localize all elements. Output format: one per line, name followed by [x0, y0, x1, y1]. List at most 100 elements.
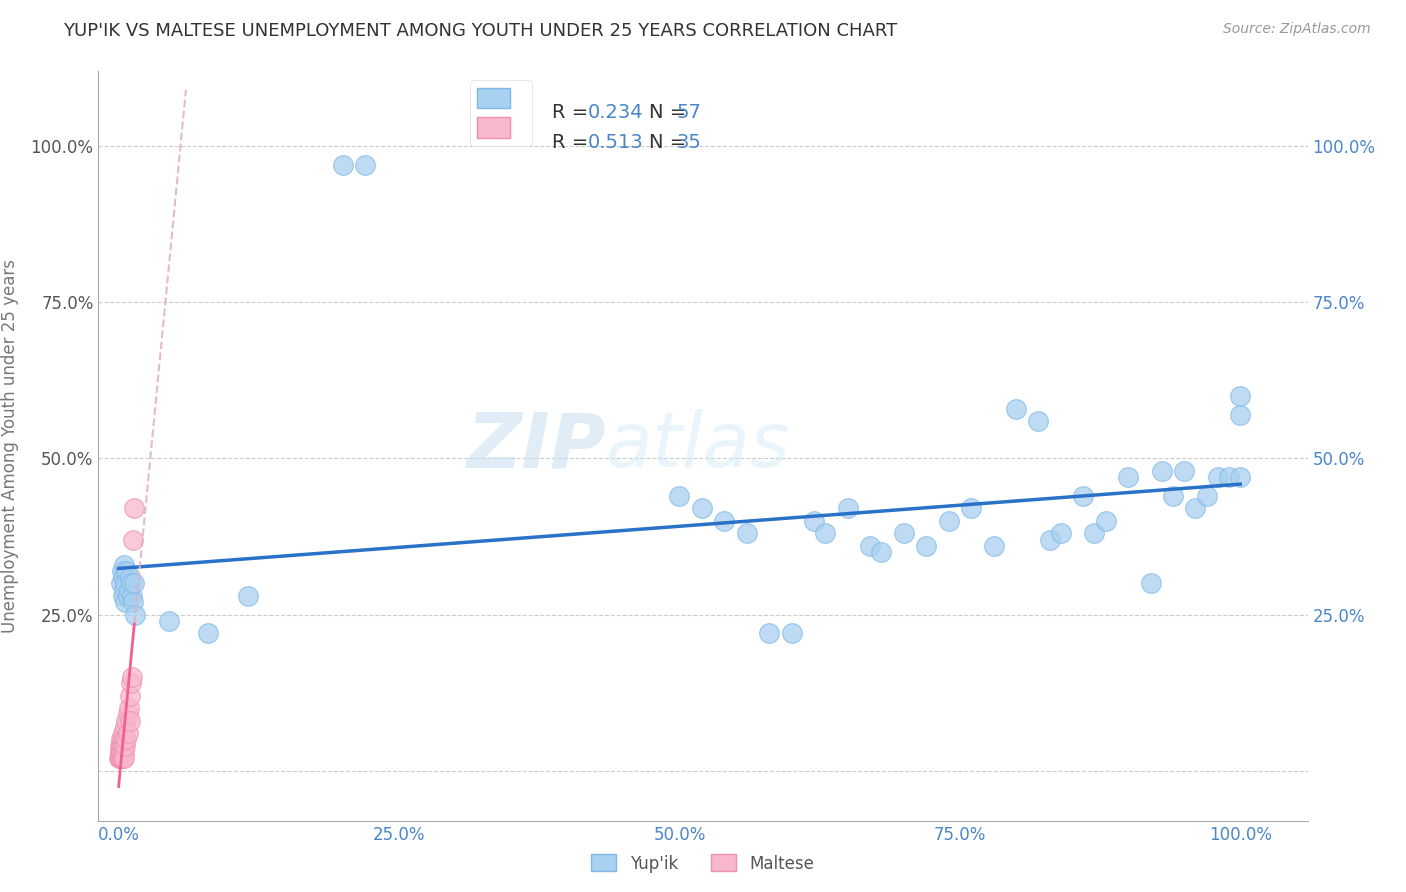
- Text: N =: N =: [648, 103, 692, 122]
- Point: [110, 751, 132, 765]
- Point: [124, 607, 146, 622]
- Point: [112, 751, 135, 765]
- Point: [1173, 464, 1195, 478]
- Text: 0.513: 0.513: [588, 133, 644, 152]
- Text: R =: R =: [551, 133, 595, 152]
- Point: [111, 564, 134, 578]
- Text: 0.234: 0.234: [588, 103, 644, 122]
- Point: [114, 720, 136, 734]
- Point: [112, 745, 135, 759]
- Point: [122, 533, 145, 547]
- Point: [1028, 414, 1050, 428]
- Point: [110, 745, 132, 759]
- Point: [112, 751, 135, 765]
- Point: [112, 582, 135, 597]
- Text: R =: R =: [551, 103, 595, 122]
- Point: [118, 714, 141, 728]
- Point: [115, 732, 138, 747]
- Point: [115, 564, 138, 578]
- Point: [859, 539, 882, 553]
- Point: [1071, 489, 1094, 503]
- Point: [117, 707, 139, 722]
- Point: [124, 501, 146, 516]
- Point: [121, 589, 143, 603]
- Point: [121, 670, 143, 684]
- Point: [122, 595, 145, 609]
- Point: [112, 558, 135, 572]
- Point: [713, 514, 735, 528]
- Point: [1150, 464, 1173, 478]
- Point: [1184, 501, 1206, 516]
- Point: [112, 745, 135, 759]
- Point: [117, 726, 139, 740]
- Point: [112, 739, 135, 753]
- Text: ZIP: ZIP: [467, 409, 606, 483]
- Text: atlas: atlas: [606, 409, 790, 483]
- Point: [1083, 526, 1105, 541]
- Point: [938, 514, 960, 528]
- Point: [111, 745, 134, 759]
- Point: [1094, 514, 1116, 528]
- Point: [112, 726, 135, 740]
- Point: [354, 158, 377, 172]
- Point: [690, 501, 713, 516]
- Point: [112, 570, 135, 584]
- Point: [118, 701, 141, 715]
- Point: [108, 739, 131, 753]
- Point: [108, 751, 131, 765]
- Point: [117, 589, 139, 603]
- Point: [735, 526, 758, 541]
- Point: [236, 589, 259, 603]
- Point: [111, 751, 134, 765]
- Text: Source: ZipAtlas.com: Source: ZipAtlas.com: [1223, 22, 1371, 37]
- Point: [780, 626, 803, 640]
- Point: [1005, 401, 1028, 416]
- Point: [110, 576, 132, 591]
- Point: [124, 576, 146, 591]
- Point: [1229, 389, 1251, 403]
- Point: [157, 614, 180, 628]
- Point: [1161, 489, 1184, 503]
- Point: [197, 626, 219, 640]
- Point: [1139, 576, 1161, 591]
- Point: [108, 751, 131, 765]
- Point: [1206, 470, 1229, 484]
- Point: [758, 626, 780, 640]
- Point: [1218, 470, 1240, 484]
- Legend: , : ,: [470, 80, 531, 145]
- Point: [1229, 470, 1251, 484]
- Point: [110, 732, 132, 747]
- Text: YUP'IK VS MALTESE UNEMPLOYMENT AMONG YOUTH UNDER 25 YEARS CORRELATION CHART: YUP'IK VS MALTESE UNEMPLOYMENT AMONG YOU…: [63, 22, 897, 40]
- Point: [114, 595, 136, 609]
- Point: [814, 526, 837, 541]
- Point: [118, 570, 141, 584]
- Point: [115, 714, 138, 728]
- Point: [110, 739, 132, 753]
- Point: [837, 501, 859, 516]
- Point: [112, 732, 135, 747]
- Point: [668, 489, 690, 503]
- Y-axis label: Unemployment Among Youth under 25 years: Unemployment Among Youth under 25 years: [1, 259, 20, 633]
- Text: 57: 57: [676, 103, 702, 122]
- Point: [870, 545, 893, 559]
- Point: [1195, 489, 1218, 503]
- Point: [111, 739, 134, 753]
- Point: [1049, 526, 1071, 541]
- Point: [960, 501, 983, 516]
- Point: [114, 739, 136, 753]
- Point: [112, 589, 135, 603]
- Point: [915, 539, 938, 553]
- Point: [114, 576, 136, 591]
- Point: [1116, 470, 1139, 484]
- Point: [1039, 533, 1062, 547]
- Point: [983, 539, 1005, 553]
- Point: [1229, 408, 1251, 422]
- Point: [118, 582, 141, 597]
- Point: [120, 576, 142, 591]
- Point: [110, 745, 132, 759]
- Point: [332, 158, 354, 172]
- Point: [120, 676, 142, 690]
- Point: [118, 689, 141, 703]
- Point: [111, 732, 134, 747]
- Point: [893, 526, 915, 541]
